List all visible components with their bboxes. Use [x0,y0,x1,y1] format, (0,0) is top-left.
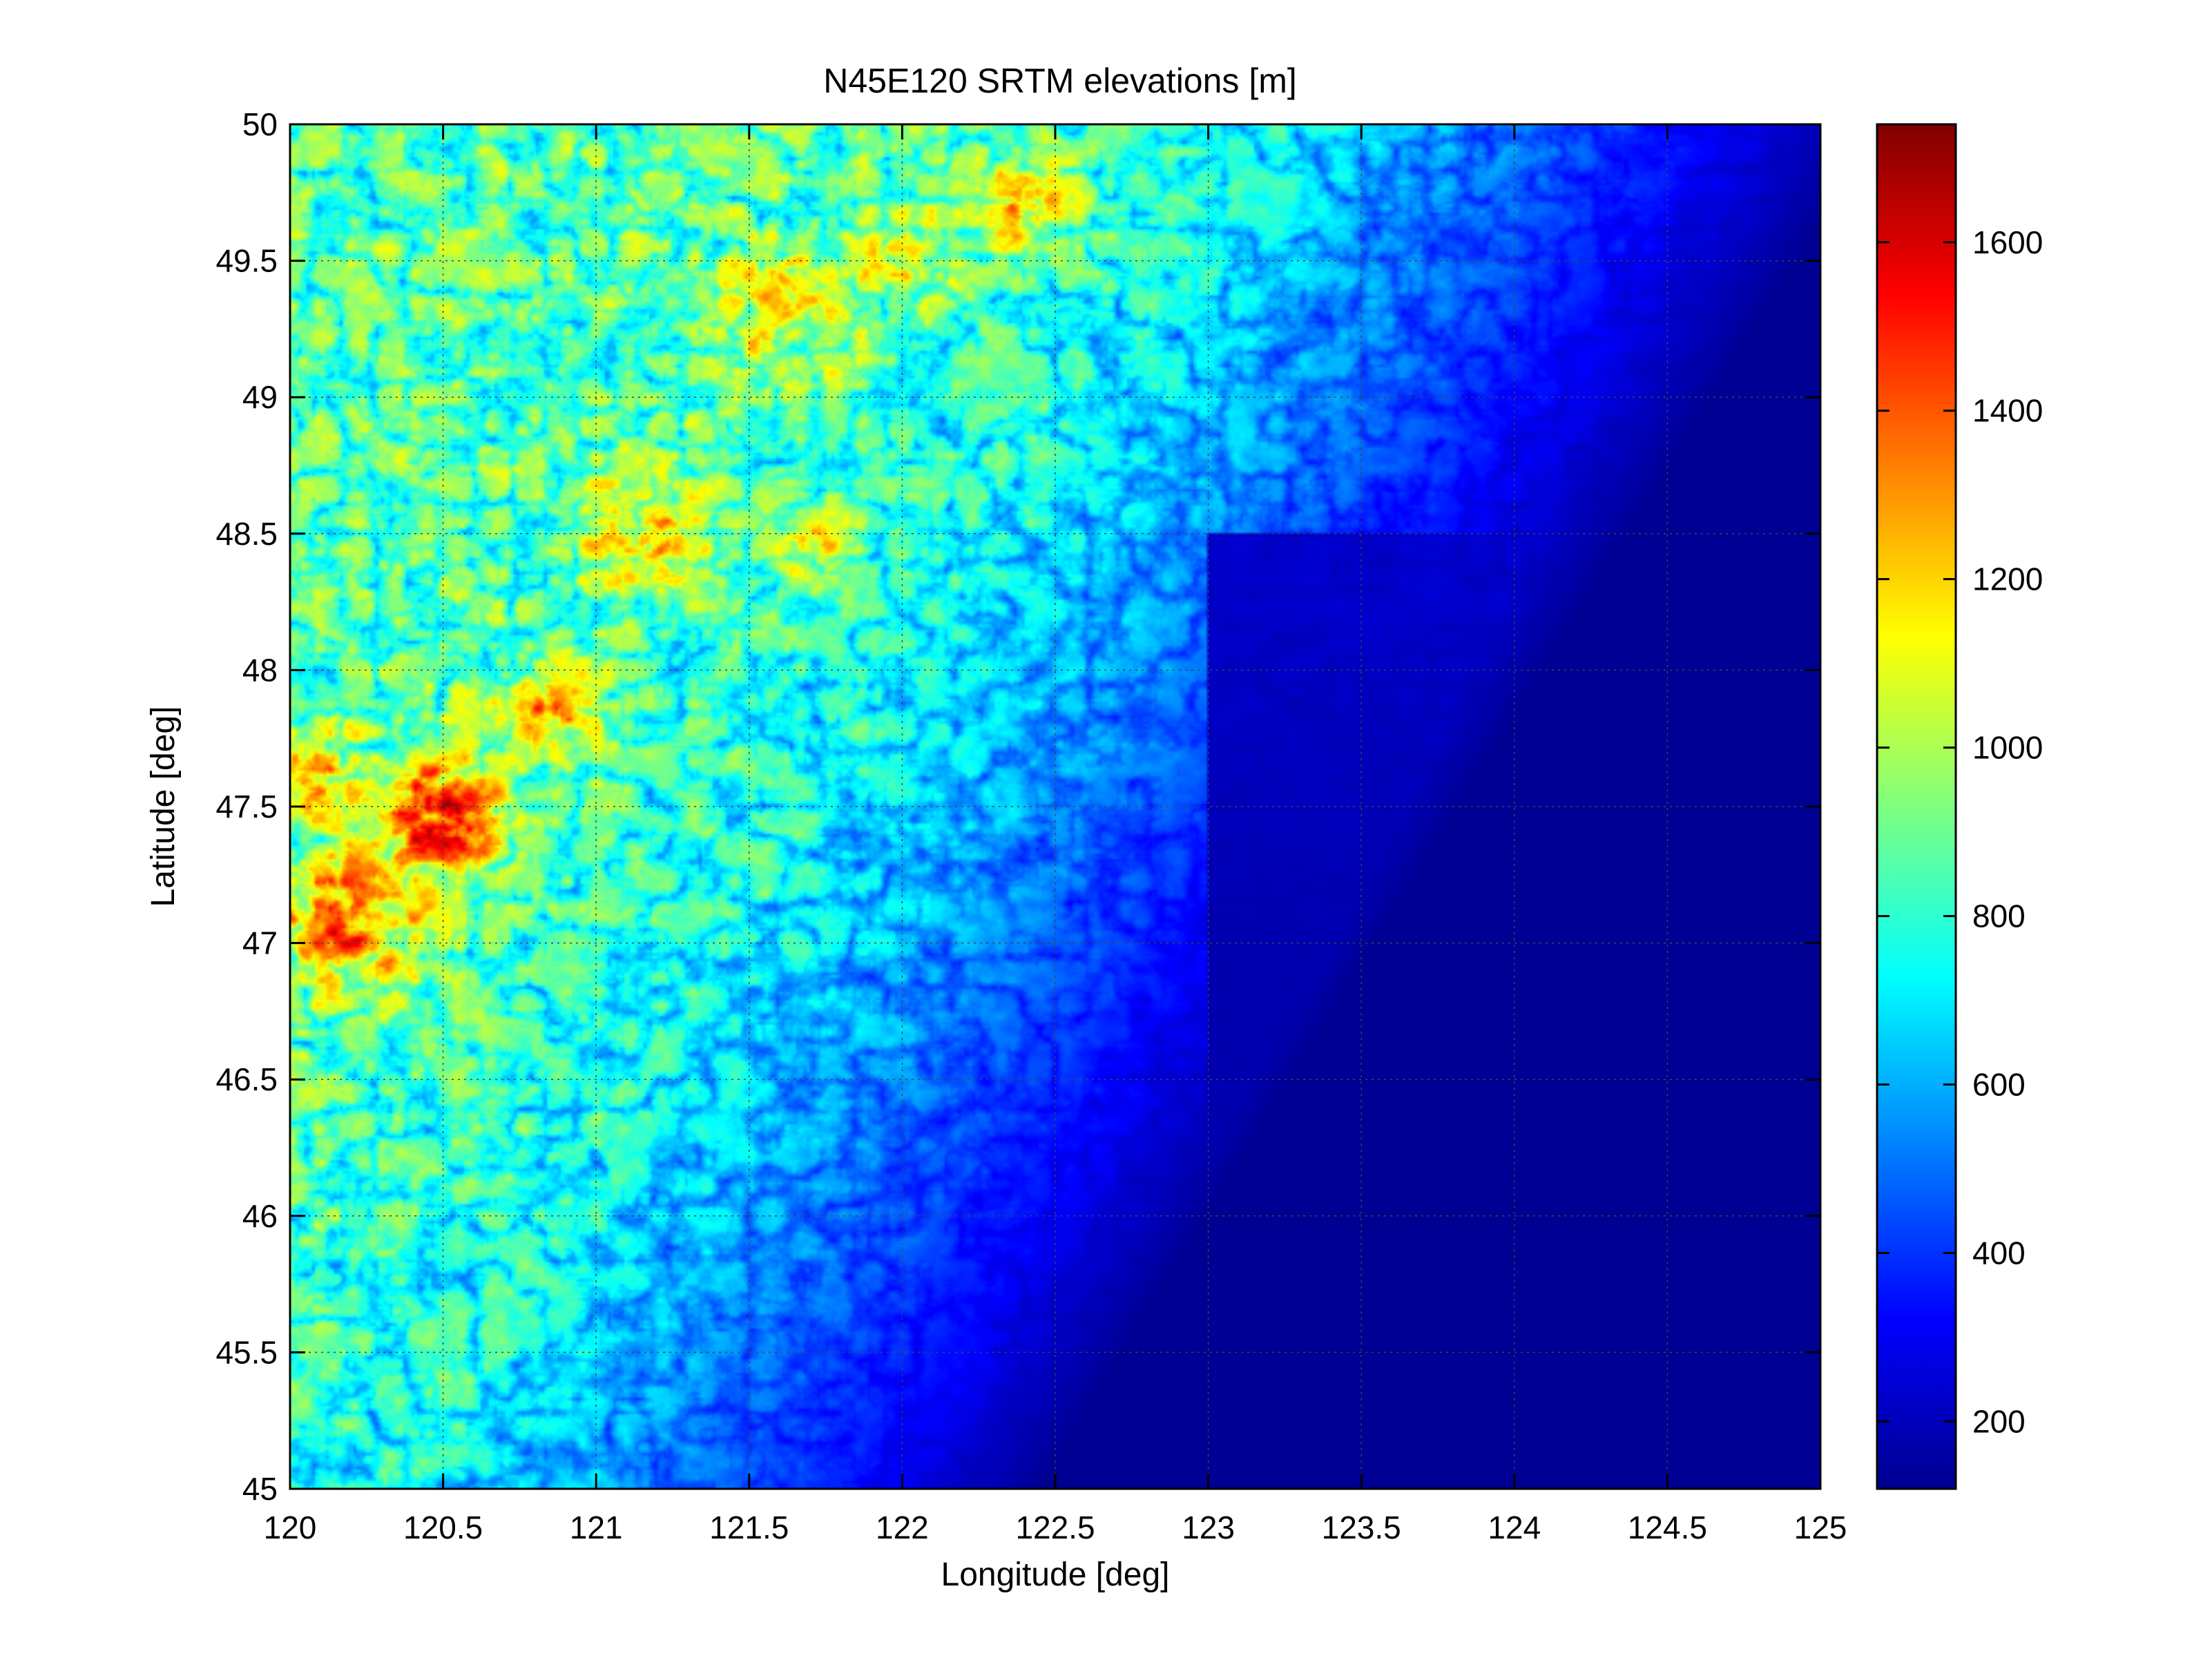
y-tick-label: 48 [242,652,278,688]
y-tick-label: 46.5 [215,1061,278,1097]
colorbar-ticks: 200 400 600 800 1000 1200 1400 1600 [1877,224,2043,1439]
y-tick-label: 45.5 [215,1334,278,1370]
y-tick-label: 50 [242,106,278,142]
x-tick-label: 123 [1182,1510,1235,1545]
y-tick-label: 47 [242,925,278,961]
plot-area: 120 120.5 121 121.5 122 122.5 123 123.5 124 124.5… [215,106,1847,1545]
colorbar-tick-label: 600 [1972,1067,2026,1103]
colorbar: 200 400 600 800 1000 1200 1400 1600 [1876,123,2043,1490]
x-tick-label: 120 [264,1510,317,1545]
x-tick-label: 122.5 [1015,1510,1095,1545]
x-tick-label: 122 [876,1510,929,1545]
x-tick-label: 124 [1488,1510,1541,1545]
colorbar-tick-label: 400 [1972,1235,2026,1271]
colorbar-tick-label: 1200 [1972,561,2043,597]
y-tick-label: 47.5 [215,789,278,825]
colorbar-tick-label: 1000 [1972,730,2043,766]
y-tick-label: 49 [242,379,278,415]
x-tick-label: 125 [1794,1510,1847,1545]
y-tick-label: 48.5 [215,516,278,552]
x-tick-label: 121.5 [709,1510,789,1545]
colorbar-tick-label: 800 [1972,898,2026,934]
grid-lines [290,124,1820,1489]
colorbar-frame [1876,123,1957,1490]
colorbar-tick-label: 1400 [1972,393,2043,429]
y-tick-label: 46 [242,1198,278,1234]
colorbar-tick-label: 1600 [1972,224,2043,260]
x-axis: 120 120.5 121 121.5 122 122.5 123 123.5 124 124.5… [264,124,1847,1545]
chart-title: N45E120 SRTM elevations [m] [823,61,1297,100]
colorbar-tick-label: 200 [1972,1403,2026,1439]
y-tick-label: 45 [242,1471,278,1507]
colorbar-gradient [1877,124,1956,1489]
y-axis-label: Latitude [deg] [145,706,182,907]
x-tick-label: 123.5 [1322,1510,1401,1545]
y-tick-label: 49.5 [215,243,278,279]
x-tick-label: 124.5 [1628,1510,1707,1545]
x-tick-label: 121 [570,1510,623,1545]
x-tick-label: 120.5 [403,1510,483,1545]
x-axis-label: Longitude [deg] [941,1556,1170,1593]
y-axis: 45 45.5 46 46.5 47 47.5 48 48.5 49 49.5 50 [215,106,1820,1507]
